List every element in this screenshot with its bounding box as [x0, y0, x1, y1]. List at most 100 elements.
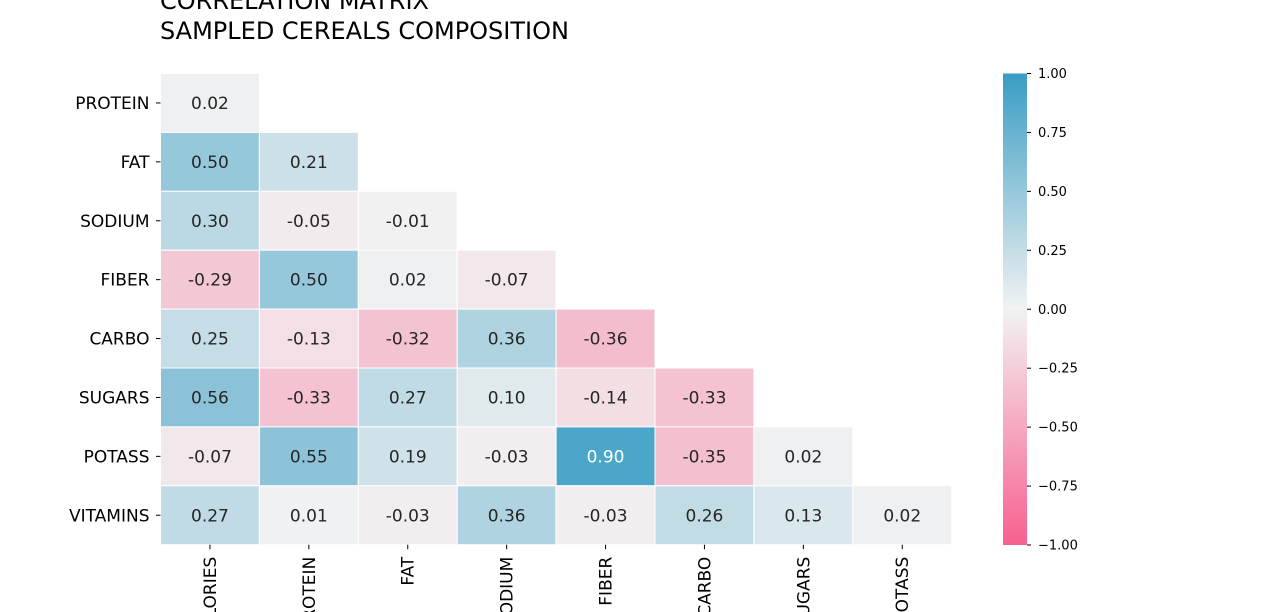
heatmap-cell: -0.14 — [555, 367, 656, 428]
heatmap-cell-value: -0.03 — [584, 506, 628, 526]
heatmap-cell: 0.90 — [555, 426, 656, 487]
heatmap-cell-rect — [753, 485, 854, 546]
column-label: CALORIES — [201, 557, 221, 612]
heatmap-cell: -0.29 — [160, 249, 260, 310]
heatmap-cell-rect — [258, 426, 359, 487]
heatmap-cell: 0.02 — [160, 73, 260, 133]
column-label: FIBER — [597, 557, 617, 606]
heatmap-cell-value: 0.21 — [290, 153, 328, 173]
heatmap-cell-value: -0.03 — [386, 506, 430, 526]
heatmap-cell-rect — [456, 426, 557, 487]
heatmap-cell-value: 0.02 — [784, 447, 822, 467]
heatmap-cell-value: 0.02 — [883, 506, 921, 526]
heatmap-cell-value: 0.55 — [290, 447, 328, 467]
colorbar-tick-label: 0.25 — [1038, 244, 1067, 259]
heatmap-cell-value: -0.03 — [485, 447, 529, 467]
heatmap-cell-value: -0.33 — [682, 388, 726, 408]
heatmap-cell-rect — [160, 73, 260, 133]
heatmap-cell-value: 0.30 — [191, 212, 229, 232]
heatmap-cell: 0.30 — [160, 190, 260, 251]
heatmap-cell-rect — [160, 308, 260, 369]
heatmap-cell-rect — [357, 426, 458, 487]
heatmap-cell: -0.07 — [456, 249, 557, 310]
column-label: SUGARS — [794, 557, 814, 612]
heatmap-cell-rect — [654, 485, 755, 546]
heatmap-cell-rect — [555, 426, 656, 487]
chart-title-line-1: CORRELATION MATRIX — [160, 0, 429, 15]
heatmap-cell-value: 0.90 — [587, 447, 625, 467]
heatmap-cell: -0.32 — [357, 308, 458, 369]
heatmap-cell-value: -0.05 — [287, 212, 331, 232]
heatmap-cell-value: 0.26 — [686, 506, 724, 526]
heatmap-cell: 0.27 — [160, 485, 260, 546]
heatmap-cell-value: 0.10 — [488, 388, 526, 408]
colorbar-tick-label: 1.00 — [1038, 67, 1067, 82]
heatmap-cell-value: -0.01 — [386, 212, 430, 232]
row-label: SUGARS — [79, 388, 150, 408]
heatmap-cell-value: 0.36 — [488, 330, 526, 350]
heatmap-cell-value: 0.13 — [784, 506, 822, 526]
heatmap-cell-value: 0.50 — [290, 271, 328, 291]
column-label: PROTEIN — [300, 557, 320, 612]
heatmap-cell: 0.13 — [753, 485, 854, 546]
heatmap-cell-value: -0.13 — [287, 330, 331, 350]
heatmap-cell-value: -0.07 — [188, 447, 232, 467]
heatmap-cell-value: 0.50 — [191, 153, 229, 173]
heatmap-cell-value: -0.29 — [188, 271, 232, 291]
heatmap-cell-value: 0.36 — [488, 506, 526, 526]
heatmap-cell-value: 0.02 — [389, 271, 427, 291]
heatmap-cell-rect — [357, 249, 458, 310]
heatmap-cell-rect — [160, 249, 260, 310]
heatmap-cell: 0.26 — [654, 485, 755, 546]
heatmap-cell: 0.50 — [160, 131, 260, 192]
column-label: SODIUM — [498, 557, 518, 612]
colorbar-scale — [1003, 73, 1027, 545]
heatmap-cell: 0.21 — [258, 131, 359, 192]
heatmap-cell-value: 0.01 — [290, 506, 328, 526]
heatmap-cell: 0.27 — [357, 367, 458, 428]
heatmap-cell: -0.35 — [654, 426, 755, 487]
heatmap-cell-rect — [456, 367, 557, 428]
heatmap-cell: -0.36 — [555, 308, 656, 369]
heatmap-cell-rect — [160, 367, 260, 428]
heatmap-cell-value: 0.25 — [191, 330, 229, 350]
row-label: POTASS — [84, 447, 150, 467]
heatmap-cells: 0.02 0.50 0.21 0.30 -0.05 -0.01 -0.29 0.50 0.02 -… — [160, 73, 953, 546]
heatmap-cell: -0.03 — [456, 426, 557, 487]
heatmap-cell: -0.13 — [258, 308, 359, 369]
chart-title: CORRELATION MATRIX SAMPLED CEREALS COMPO… — [160, 0, 569, 46]
heatmap-cell: 0.36 — [456, 308, 557, 369]
column-labels: CALORIES PROTEIN FAT SODIUM FIBER CARBO SUGARS… — [201, 544, 913, 612]
heatmap-cell: -0.33 — [654, 367, 755, 428]
colorbar-tick-label: −1.00 — [1038, 539, 1078, 554]
heatmap-cell-rect — [258, 308, 359, 369]
heatmap-cell-value: -0.07 — [485, 271, 529, 291]
heatmap-cell: -0.01 — [357, 190, 458, 251]
heatmap-cell-rect — [456, 249, 557, 310]
heatmap-cell: 0.10 — [456, 367, 557, 428]
row-labels: PROTEIN FAT SODIUM FIBER CARBO SUGARS POTASS VI… — [69, 94, 161, 526]
row-label: SODIUM — [80, 212, 149, 232]
heatmap-cell-rect — [258, 367, 359, 428]
row-label: CARBO — [89, 330, 149, 350]
row-label: PROTEIN — [75, 94, 149, 114]
heatmap-cell: 0.25 — [160, 308, 260, 369]
heatmap-cell: 0.02 — [357, 249, 458, 310]
colorbar-tick-label: 0.75 — [1038, 126, 1067, 141]
heatmap-cell-rect — [258, 249, 359, 310]
heatmap-cell-value: -0.32 — [386, 330, 430, 350]
chart-title-line-2: SAMPLED CEREALS COMPOSITION — [160, 17, 569, 45]
heatmap-cell-rect — [160, 426, 260, 487]
heatmap-cell-value: -0.36 — [584, 330, 628, 350]
column-label: CARBO — [695, 557, 715, 612]
heatmap-cell-value: 0.27 — [191, 506, 229, 526]
heatmap-cell-rect — [555, 367, 656, 428]
heatmap-cell: 0.02 — [852, 485, 953, 546]
heatmap-cell: 0.55 — [258, 426, 359, 487]
heatmap-cell-rect — [357, 367, 458, 428]
heatmap-cell: 0.19 — [357, 426, 458, 487]
colorbar-tick-label: 0.50 — [1038, 185, 1067, 200]
heatmap-cell-value: 0.19 — [389, 447, 427, 467]
heatmap-cell-rect — [357, 485, 458, 546]
